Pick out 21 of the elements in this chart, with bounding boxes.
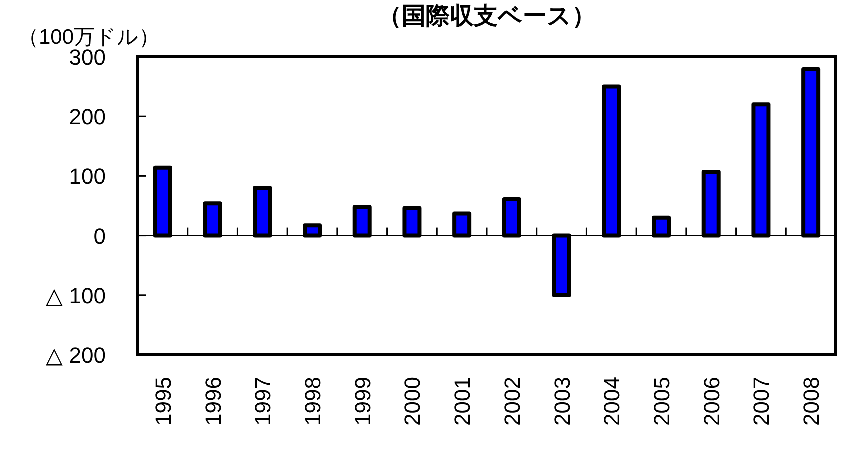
chart-title: （国際収支ベース）: [378, 3, 596, 30]
x-tick-label: 1996: [200, 377, 226, 426]
x-tick-label: 2002: [500, 377, 525, 426]
y-tick-label: 0: [94, 224, 106, 249]
x-tick-label: 2003: [550, 377, 575, 426]
x-tick-label: 1999: [350, 377, 376, 426]
x-tick-label: 2001: [450, 377, 476, 426]
y-tick-label: △ 200: [46, 343, 106, 368]
y-tick-label: 100: [69, 164, 106, 190]
y-tick-label: △ 100: [46, 283, 106, 308]
x-tick-label: 2008: [799, 377, 824, 426]
x-tick-label: 1998: [300, 377, 326, 426]
x-tick-label: 2004: [600, 377, 625, 426]
y-tick-label: 200: [69, 104, 106, 130]
x-tick-label: 1997: [250, 377, 276, 426]
x-tick-label: 2007: [749, 377, 774, 426]
x-tick-label: 2000: [400, 377, 426, 426]
x-tick-label: 2005: [650, 377, 674, 426]
y-axis-title: （100万ドル）: [18, 26, 160, 49]
x-tick-label: 1995: [150, 377, 176, 426]
x-tick-label: 2006: [699, 377, 724, 426]
